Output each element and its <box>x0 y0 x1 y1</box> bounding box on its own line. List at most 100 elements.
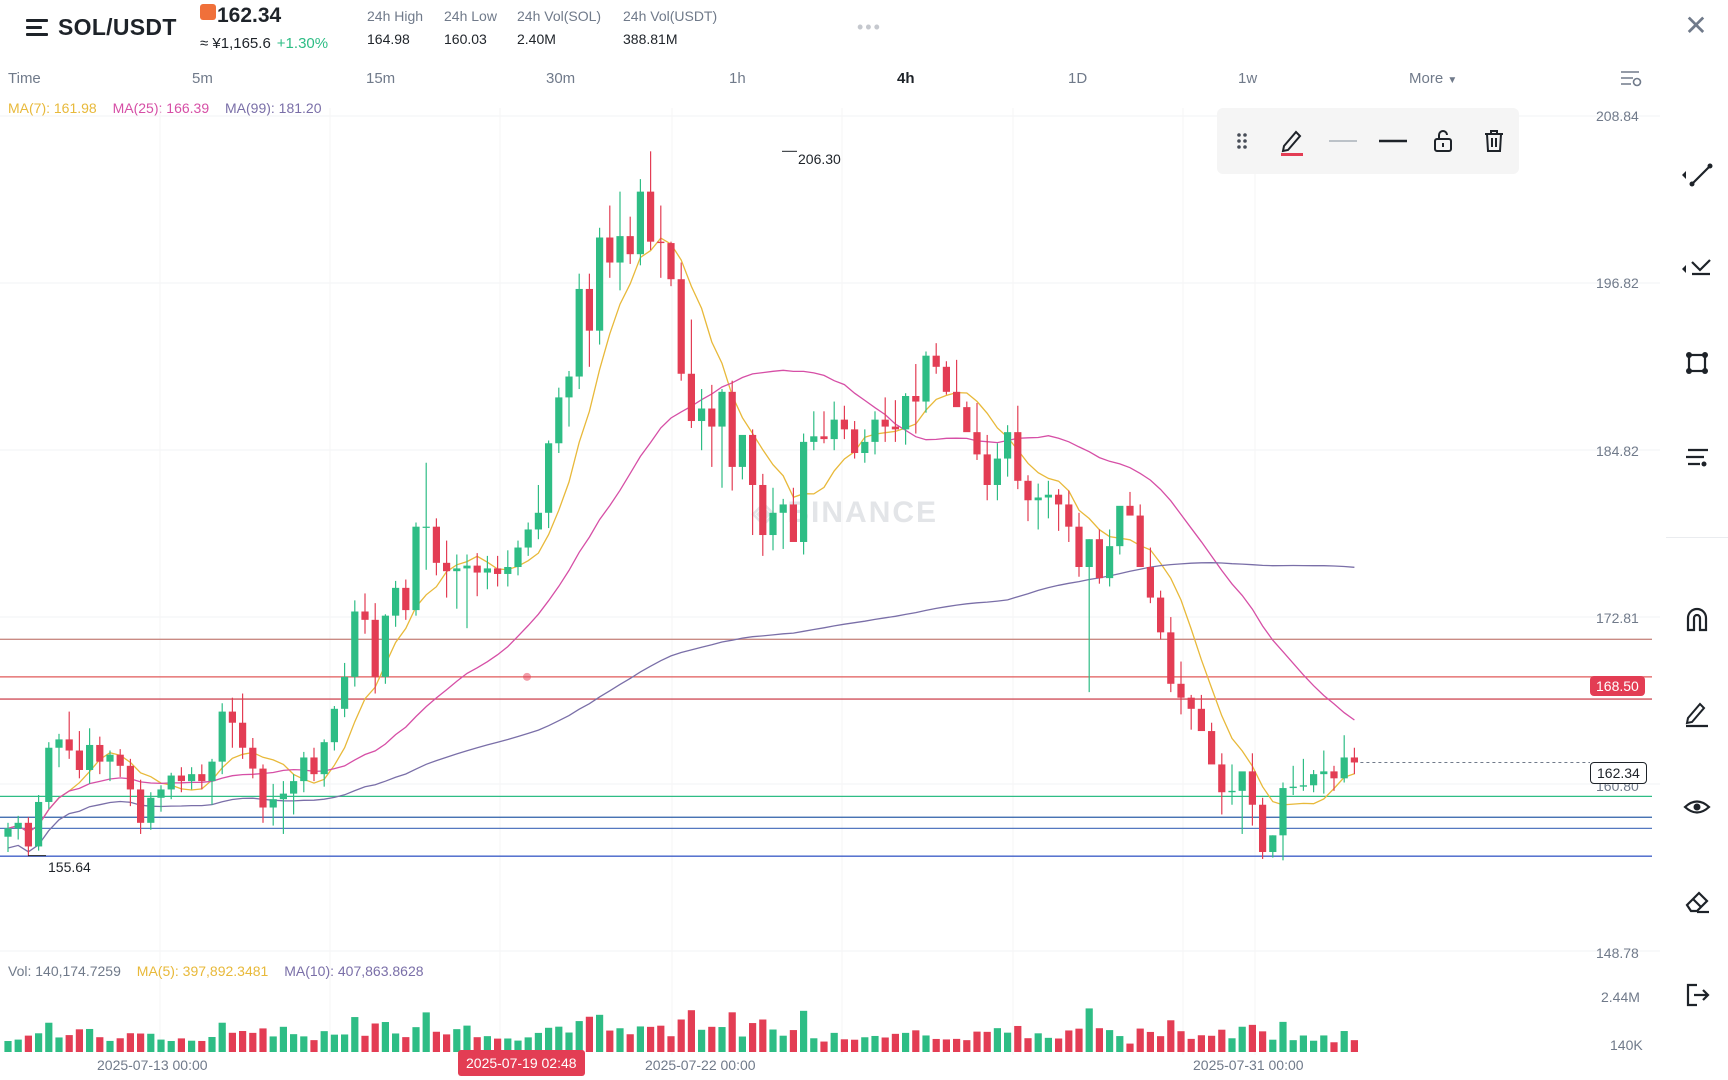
candle-body <box>86 744 94 770</box>
volume-bar <box>1004 1032 1012 1052</box>
volume-bar <box>259 1028 267 1052</box>
volume-bar <box>575 1021 583 1052</box>
fib-icon[interactable] <box>1682 442 1712 472</box>
candle-body <box>1218 764 1226 793</box>
candle-body <box>647 191 655 242</box>
volume-bar <box>820 1041 828 1052</box>
tab-more[interactable]: More ▼ <box>1409 70 1457 87</box>
volume-bar <box>371 1023 379 1052</box>
volume-bar <box>208 1036 216 1052</box>
volume-bar <box>55 1037 63 1052</box>
volume-bar <box>728 1012 736 1052</box>
volume-bar <box>1320 1035 1328 1052</box>
candle-body <box>218 711 226 762</box>
volume-bar <box>361 1035 369 1052</box>
candle-body <box>494 568 502 574</box>
tab-15m[interactable]: 15m <box>366 70 396 87</box>
candle-body <box>1095 539 1103 579</box>
volume-bar <box>800 1010 808 1052</box>
volume-bar <box>606 1030 614 1052</box>
ma99-line <box>7 562 1355 853</box>
volume-bar <box>45 1022 53 1052</box>
tab-4h[interactable]: 4h <box>897 70 915 87</box>
candle-body <box>402 587 410 611</box>
price-chart[interactable]: ◈ BINANCE 206.30 155.64 <box>0 0 1660 1080</box>
crosshair-point <box>523 672 531 681</box>
volume-bar <box>1167 1020 1175 1052</box>
draw-icon[interactable] <box>1682 698 1712 728</box>
volume-bar <box>137 1033 145 1052</box>
price-axis-label: 196.82 <box>1596 275 1639 291</box>
chart-settings-icon[interactable] <box>1620 68 1642 88</box>
volume-bar <box>902 1032 910 1052</box>
close-icon[interactable]: ✕ <box>1684 10 1708 41</box>
eraser-icon[interactable] <box>1682 886 1712 916</box>
pencil-icon[interactable] <box>1277 126 1307 156</box>
volume-bar <box>616 1028 624 1052</box>
menu-icon[interactable] <box>26 17 48 39</box>
caret-down-icon: ▼ <box>1447 75 1458 86</box>
volume-bar <box>769 1029 777 1052</box>
tab-1h[interactable]: 1h <box>729 70 746 87</box>
drag-dots-icon[interactable]: ••• <box>857 17 882 37</box>
volume-bar <box>626 1034 634 1052</box>
candle-body <box>167 775 175 790</box>
candle-body <box>677 279 685 374</box>
candle-body <box>565 376 573 398</box>
volume-bar <box>953 1038 961 1052</box>
tab-5m[interactable]: 5m <box>192 70 213 87</box>
alert-price-tag[interactable]: 168.50 <box>1590 676 1645 696</box>
candle-body <box>667 243 675 280</box>
thin-line-icon[interactable] <box>1328 126 1358 156</box>
candle-body <box>902 396 910 430</box>
volume-bar <box>167 1041 175 1052</box>
candle-body <box>891 426 899 430</box>
volume-bar <box>983 1031 991 1052</box>
last-price-value: 162.34 <box>217 4 282 27</box>
right-toolbar <box>1666 0 1728 1080</box>
volume-bar <box>86 1028 94 1052</box>
volume-bar <box>1310 1040 1318 1052</box>
candle-body <box>432 526 440 563</box>
lock-icon[interactable] <box>1428 126 1458 156</box>
volume-bar <box>912 1030 920 1052</box>
multi-line-icon[interactable] <box>1682 254 1712 284</box>
candle-body <box>575 288 583 377</box>
stat-label: 24h Low <box>444 8 497 24</box>
tab-30m[interactable]: 30m <box>546 70 576 87</box>
volume-bar <box>1146 1031 1154 1052</box>
stat-value: 2.40M <box>517 31 556 47</box>
candle-body <box>14 822 22 829</box>
drag-handle-icon[interactable] <box>1227 126 1257 156</box>
candle-body <box>1085 539 1093 568</box>
trash-icon[interactable] <box>1479 126 1509 156</box>
volume-bar <box>1085 1008 1093 1052</box>
shape-icon[interactable] <box>1682 348 1712 378</box>
magnet-icon[interactable] <box>1682 604 1712 634</box>
candle-body <box>1075 526 1083 568</box>
candle-body <box>830 419 838 440</box>
candle-body <box>1136 515 1144 568</box>
volume-bar <box>412 1027 420 1052</box>
volume-legend: Vol: 140,174.7259 MA(5): 397,892.3481 MA… <box>8 963 436 979</box>
candle-body <box>392 587 400 616</box>
candle-body <box>973 432 981 455</box>
volume-bar <box>851 1039 859 1052</box>
candle-body <box>75 750 83 770</box>
pair-selector[interactable]: SOL/USDT <box>26 14 177 41</box>
eye-icon[interactable] <box>1682 792 1712 822</box>
volume-bar <box>545 1027 553 1052</box>
volume-bar <box>698 1029 706 1052</box>
candle-body <box>55 739 63 748</box>
candle-body <box>708 408 716 427</box>
volume-bar <box>636 1026 644 1052</box>
exit-icon[interactable] <box>1682 980 1712 1010</box>
candle-body <box>800 441 808 542</box>
tab-1d[interactable]: 1D <box>1068 70 1088 87</box>
volume-bar <box>310 1040 318 1052</box>
tab-time[interactable]: Time <box>8 70 41 87</box>
candle-body <box>932 355 940 367</box>
trend-line-icon[interactable] <box>1682 160 1713 190</box>
tab-1w[interactable]: 1w <box>1238 70 1258 87</box>
thick-line-icon[interactable] <box>1378 126 1408 156</box>
